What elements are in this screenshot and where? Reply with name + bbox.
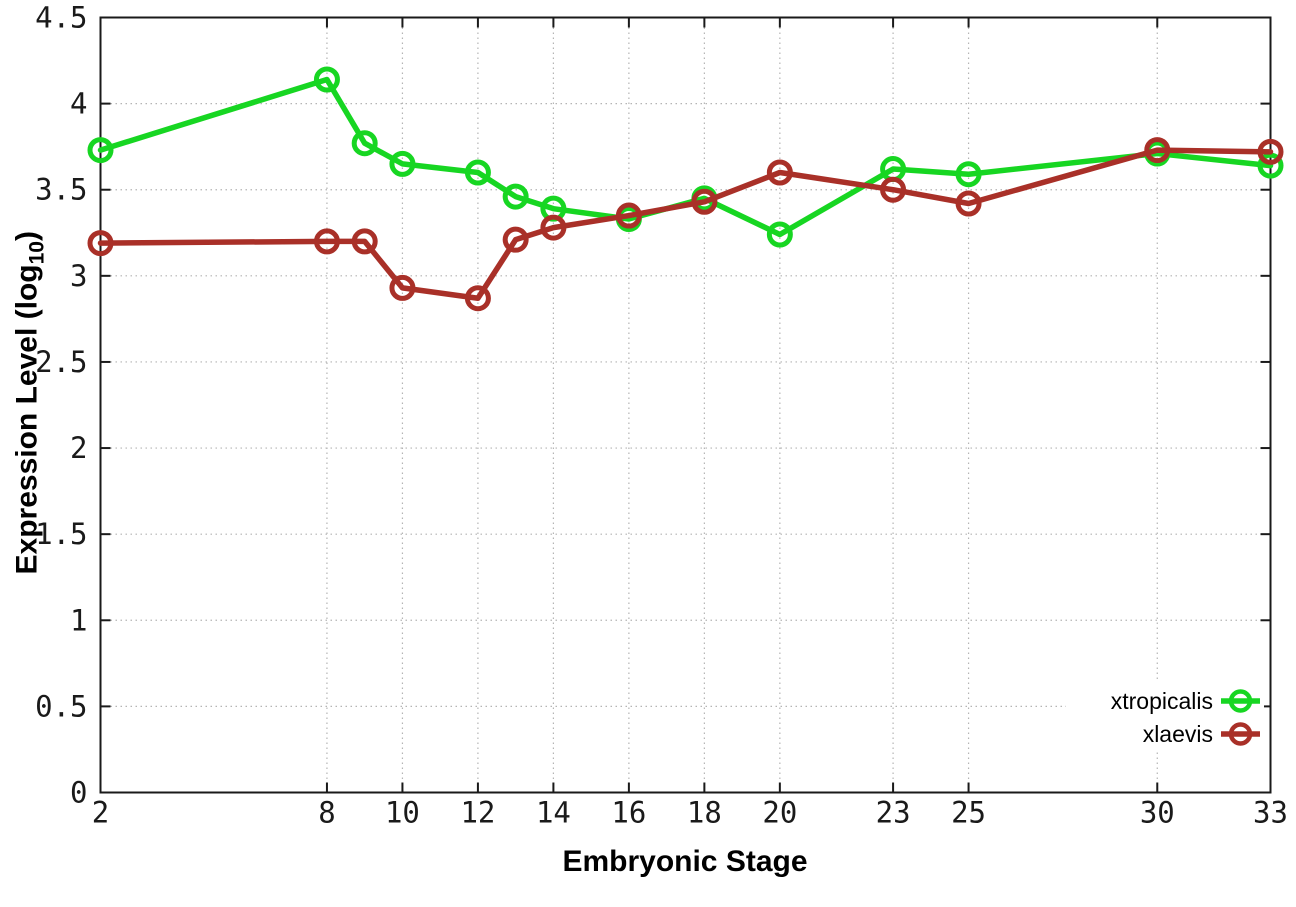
data-point-xlaevis xyxy=(313,228,340,255)
x-tick-label: 25 xyxy=(951,796,986,830)
x-tick-label: 8 xyxy=(318,796,335,830)
data-point-xtropicalis xyxy=(389,150,416,177)
data-point-xtropicalis xyxy=(351,130,378,157)
legend-sample-marker-xtropicalis xyxy=(1228,689,1253,713)
data-point-xtropicalis xyxy=(1257,152,1284,179)
x-tick-label: 30 xyxy=(1140,796,1175,830)
x-tick-label: 23 xyxy=(876,796,911,830)
data-point-xlaevis xyxy=(615,202,642,229)
y-tick-label: 0 xyxy=(70,776,87,810)
data-point-xtropicalis xyxy=(766,221,793,248)
data-point-xlaevis xyxy=(1144,137,1171,164)
y-tick-label: 1 xyxy=(70,603,87,637)
x-tick-label: 10 xyxy=(385,796,420,830)
data-point-xlaevis xyxy=(955,190,982,217)
data-point-xlaevis xyxy=(389,274,416,301)
y-axis-title-subscript: 10 xyxy=(25,241,49,265)
data-point-xlaevis xyxy=(540,214,567,241)
data-point-xlaevis xyxy=(502,226,529,253)
x-tick-label: 18 xyxy=(687,796,722,830)
data-point-xlaevis xyxy=(691,188,718,215)
y-tick-label: 0.5 xyxy=(35,689,87,723)
data-point-xlaevis xyxy=(880,176,907,203)
legend-label-xlaevis: xlaevis xyxy=(1143,721,1213,747)
data-point-xlaevis xyxy=(1257,138,1284,165)
y-axis-title-main: Expression Level (log xyxy=(10,264,44,575)
x-tick-label: 14 xyxy=(536,796,571,830)
x-axis-title: Embryonic Stage xyxy=(562,845,808,878)
data-point-xtropicalis xyxy=(464,159,491,186)
y-tick-label: 3.5 xyxy=(35,173,87,207)
data-point-xtropicalis xyxy=(313,66,340,93)
legend-label-xtropicalis: xtropicalis xyxy=(1111,688,1213,714)
y-axis-title: Expression Level (log10) xyxy=(10,231,50,575)
y-tick-label: 3 xyxy=(70,259,87,293)
y-tick-label: 2 xyxy=(70,431,87,465)
x-tick-label: 16 xyxy=(611,796,646,830)
y-tick-label: 4.5 xyxy=(35,1,87,35)
data-point-xlaevis xyxy=(766,159,793,186)
x-tick-label: 12 xyxy=(460,796,495,830)
data-point-xlaevis xyxy=(351,228,378,255)
plot-frame xyxy=(99,16,1272,794)
data-point-xlaevis xyxy=(87,230,114,257)
data-point-xtropicalis xyxy=(955,161,982,188)
y-tick-label: 4 xyxy=(70,87,87,121)
data-point-xtropicalis xyxy=(87,137,114,164)
legend-sample-marker-xlaevis xyxy=(1228,722,1253,746)
y-axis-title-close: ) xyxy=(10,231,44,242)
y-tick-label: 1.5 xyxy=(35,517,87,551)
data-point-xlaevis xyxy=(464,285,491,312)
x-tick-label: 2 xyxy=(92,796,109,830)
x-tick-label: 20 xyxy=(762,796,797,830)
x-tick-label: 33 xyxy=(1253,796,1288,830)
data-point-xtropicalis xyxy=(502,183,529,210)
y-tick-label: 2.5 xyxy=(35,345,87,379)
